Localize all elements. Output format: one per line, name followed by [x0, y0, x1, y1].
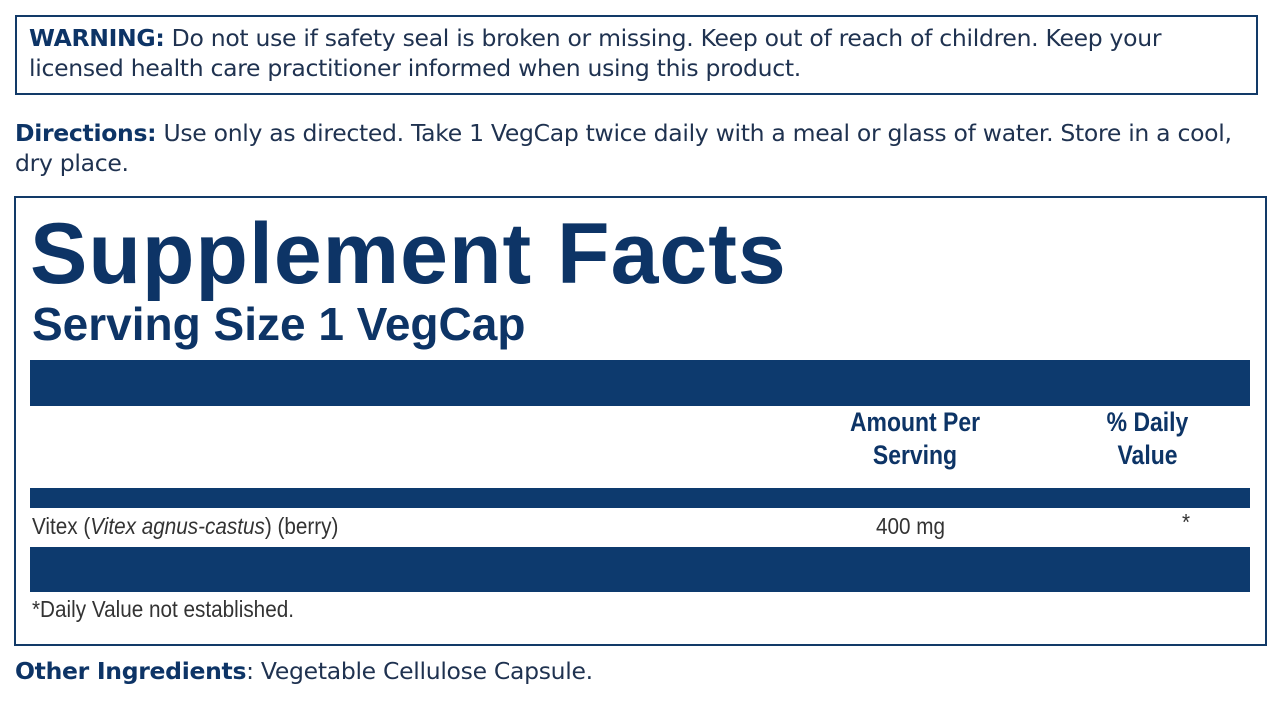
table-row-amount: 400 mg [876, 513, 946, 539]
name-suffix: ) (berry) [264, 513, 339, 539]
column-header-daily-value: % Daily Value [1073, 406, 1222, 472]
divider-bar-medium [30, 488, 1250, 508]
other-ingredients-label: Other Ingredients [15, 657, 247, 685]
warning-label: WARNING: [29, 24, 165, 52]
divider-bar-thick [30, 547, 1250, 592]
warning-box: WARNING: Do not use if safety seal is br… [15, 15, 1258, 95]
warning-text: Do not use if safety seal is broken or m… [29, 24, 1162, 82]
divider-bar-thick [30, 360, 1250, 406]
directions-text: Use only as directed. Take 1 VegCap twic… [15, 119, 1232, 177]
supplement-facts-panel [14, 196, 1267, 646]
header-line: Serving [872, 440, 958, 470]
directions: Directions: Use only as directed. Take 1… [15, 118, 1270, 178]
serving-size: Serving Size 1 VegCap [32, 298, 526, 350]
facts-title: Supplement Facts [30, 206, 787, 302]
directions-label: Directions: [15, 119, 157, 147]
header-line: Value [1117, 440, 1178, 470]
other-ingredients-text: : Vegetable Cellulose Capsule. [246, 657, 593, 685]
header-line: Amount Per [849, 407, 981, 437]
header-line: % Daily [1106, 407, 1189, 437]
other-ingredients: Other Ingredients: Vegetable Cellulose C… [15, 656, 593, 686]
table-row-daily-value: * [1182, 509, 1191, 535]
column-header-amount: Amount Per Serving [834, 406, 996, 472]
name-latin: Vitex agnus-castus [90, 513, 265, 539]
footnote: *Daily Value not established. [32, 596, 294, 622]
name-prefix: Vitex ( [32, 513, 91, 539]
table-row-ingredient-name: Vitex (Vitex agnus-castus) (berry) [32, 512, 338, 540]
